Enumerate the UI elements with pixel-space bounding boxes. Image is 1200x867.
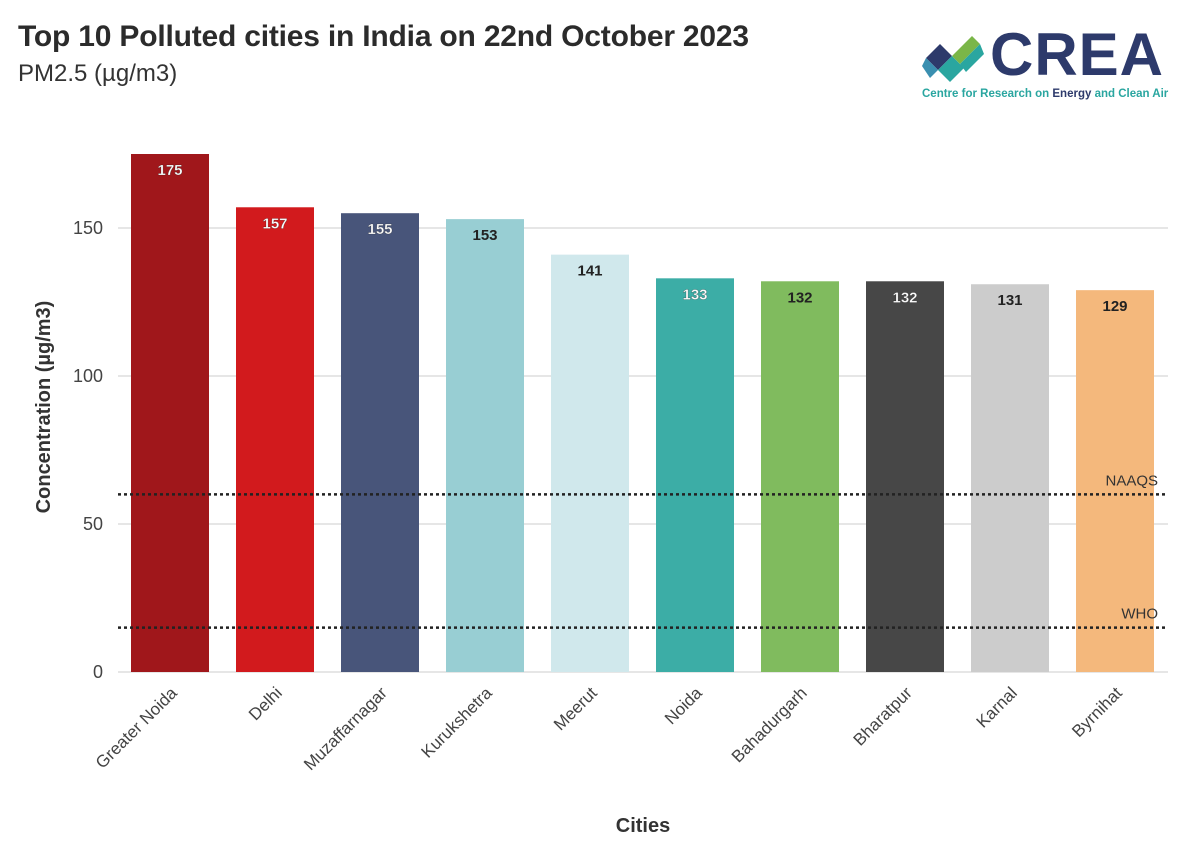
logo-tagline: Centre for Research on Energy and Clean …: [922, 88, 1169, 100]
bar: [1076, 290, 1154, 672]
chart-subtitle: PM2.5 (µg/m3): [18, 60, 178, 87]
bar: [971, 284, 1049, 672]
data-label: 155: [367, 221, 392, 238]
y-tick-label: 100: [73, 366, 103, 386]
bar: [866, 281, 944, 672]
data-label: 157: [262, 215, 287, 232]
y-tick-label: 0: [93, 662, 103, 682]
data-label: 133: [682, 286, 707, 303]
data-label: 132: [892, 289, 917, 306]
data-label: 141: [577, 263, 602, 280]
reference-lines: NAAQS WHO: [118, 472, 1168, 629]
x-tick-label: Bahadurgarh: [728, 683, 811, 766]
bar: [131, 154, 209, 672]
reference-line-label: WHO: [1121, 606, 1158, 623]
x-tick-label: Kurukshetra: [418, 683, 497, 762]
data-label: 175: [157, 162, 182, 179]
x-tick-label: Muzaffarnagar: [300, 683, 391, 774]
x-axis-title: Cities: [616, 815, 670, 837]
bar: [761, 281, 839, 672]
logo-wordmark: CREA: [990, 21, 1165, 88]
x-tick-label: Delhi: [245, 683, 286, 724]
bar: [341, 213, 419, 672]
x-tick-label: Byrnihat: [1068, 683, 1126, 741]
x-axis-ticks: Greater Noida Delhi Muzaffarnagar Kurukshet…: [92, 683, 1126, 774]
data-label: 153: [472, 227, 497, 244]
bar: [656, 278, 734, 672]
bar: [446, 219, 524, 672]
y-tick-label: 50: [83, 514, 103, 534]
bar: [236, 207, 314, 672]
crea-logo: CREA Centre for Research on Energy and C…: [922, 21, 1172, 104]
x-tick-label: Bharatpur: [850, 683, 916, 749]
x-tick-label: Greater Noida: [92, 683, 181, 772]
y-axis-title: Concentration (µg/m3): [33, 301, 55, 514]
x-tick-label: Meerut: [550, 683, 601, 734]
chart-title: Top 10 Polluted cities in India on 22nd …: [18, 20, 749, 53]
crea-logo-mark-icon: [922, 36, 984, 82]
reference-line-label: NAAQS: [1105, 472, 1158, 489]
y-axis-ticks: 0 50 100 150: [73, 218, 103, 682]
x-tick-label: Noida: [661, 683, 706, 728]
x-tick-label: Karnal: [973, 683, 1021, 731]
data-label: 131: [997, 292, 1022, 309]
data-label: 129: [1102, 298, 1127, 315]
data-label: 132: [787, 289, 812, 306]
y-tick-label: 150: [73, 218, 103, 238]
bars: 175 157 155 153 141 133 132 132 131 129: [131, 154, 1154, 672]
bar: [551, 254, 629, 672]
